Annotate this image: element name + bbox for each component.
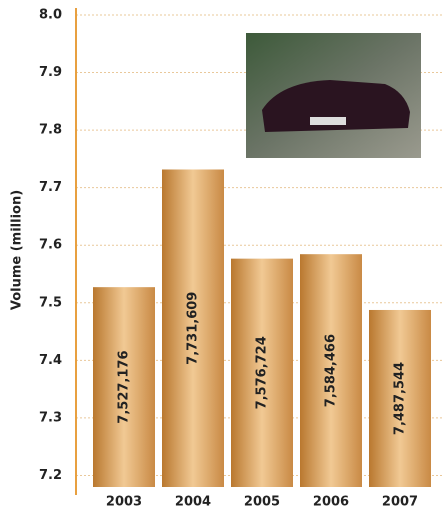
data-label: 7,527,176 [117, 350, 132, 423]
bar [231, 258, 293, 487]
x-tick-label: 2005 [244, 495, 280, 510]
x-tick-label: 2007 [382, 495, 418, 510]
data-label: 7,584,466 [324, 334, 339, 407]
bar [369, 309, 431, 487]
y-tick-label: 7.6 [39, 238, 62, 253]
data-label: 7,576,724 [255, 336, 270, 409]
x-tick-label: 2003 [106, 495, 142, 510]
data-label: 7,487,544 [393, 362, 408, 435]
y-tick-label: 7.5 [39, 295, 62, 310]
car-shape [262, 80, 410, 132]
y-axis-label: Volume (million) [10, 190, 25, 310]
plate [310, 117, 346, 125]
y-tick-label: 7.7 [39, 180, 62, 195]
bar [162, 169, 224, 488]
y-tick-label: 7.2 [39, 468, 62, 483]
x-tick-label: 2006 [313, 495, 349, 510]
y-tick-label: 7.8 [39, 123, 62, 138]
bar [300, 254, 362, 487]
x-tick-label: 2004 [175, 495, 211, 510]
y-tick-label: 7.9 [39, 65, 62, 80]
y-tick-label: 7.4 [39, 353, 62, 368]
bars [93, 169, 431, 488]
y-tick-label: 7.3 [39, 410, 62, 425]
y-tick-label: 8.0 [39, 8, 62, 23]
data-label: 7,731,609 [186, 292, 201, 365]
bar [93, 287, 155, 487]
